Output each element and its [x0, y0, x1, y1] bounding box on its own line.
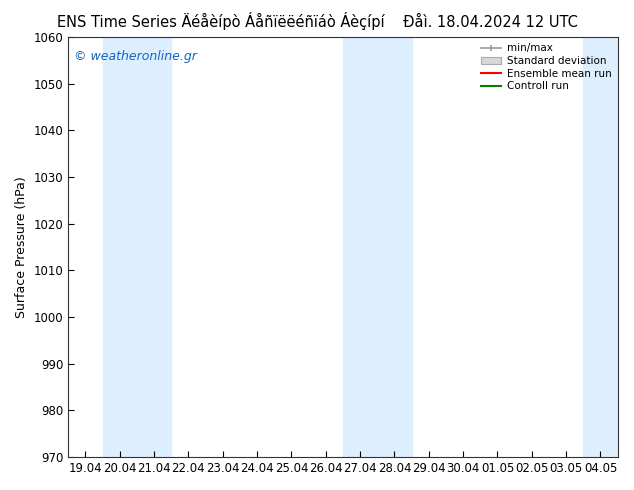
Legend: min/max, Standard deviation, Ensemble mean run, Controll run: min/max, Standard deviation, Ensemble me… — [477, 39, 616, 96]
Text: ENS Time Series Äéåèípò Áåñïëëéñïáò Áèçípí    Ðåì. 18.04.2024 12 UTC: ENS Time Series Äéåèípò Áåñïëëéñïáò Áèçí… — [56, 12, 578, 30]
Bar — [103, 37, 171, 457]
Y-axis label: Surface Pressure (hPa): Surface Pressure (hPa) — [15, 176, 28, 318]
Bar — [343, 37, 411, 457]
Text: © weatheronline.gr: © weatheronline.gr — [74, 50, 197, 63]
Bar — [583, 37, 618, 457]
